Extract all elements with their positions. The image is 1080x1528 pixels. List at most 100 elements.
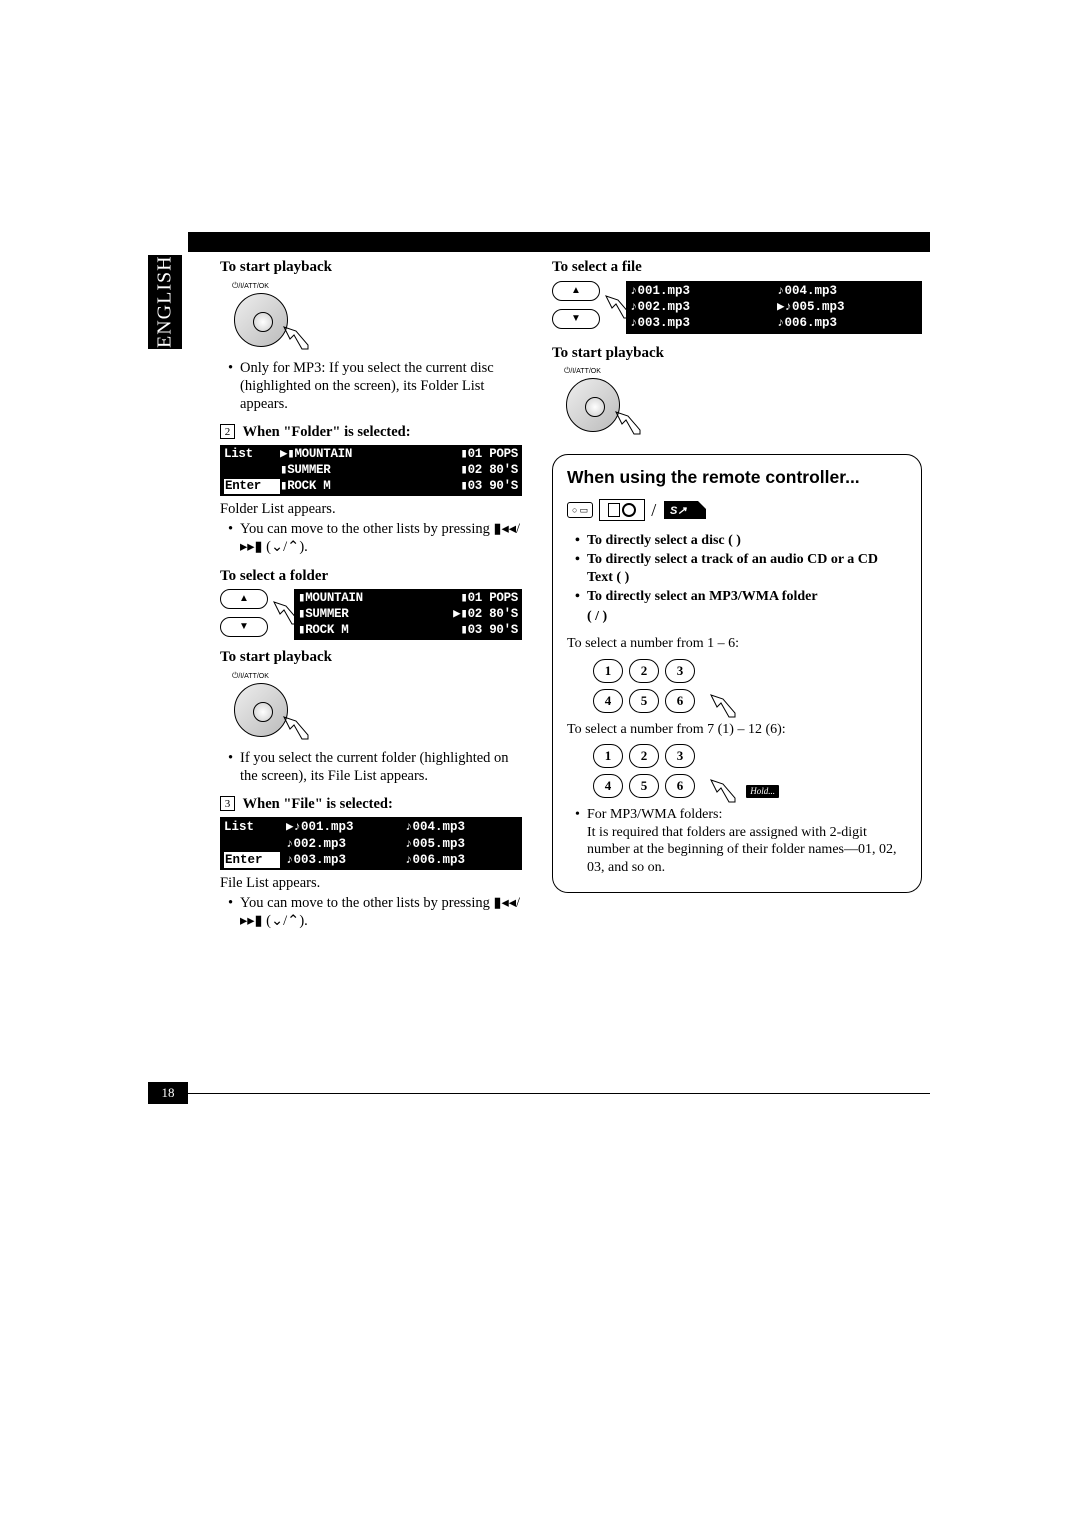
step-number-3: 3 (220, 796, 235, 811)
step2-heading-row: 2 When "Folder" is selected: (220, 423, 522, 441)
down-button-icon: ▼ (220, 617, 268, 637)
heading-start-playback-2: To start playback (220, 648, 522, 667)
select-1-6-label: To select a number from 1 – 6: (567, 635, 907, 653)
heading-select-file: To select a file (552, 258, 922, 277)
select-7-12-label: To select a number from 7 (1) – 12 (6): (567, 721, 907, 739)
current-folder-note: If you select the current folder (highli… (220, 749, 522, 785)
lcd-text: ▮SUMMER (298, 607, 453, 623)
key-1: 1 (593, 659, 623, 683)
text: To directly select a disc ( ) (587, 533, 741, 548)
down-button-icon: ▼ (552, 309, 600, 329)
lcd-text (224, 836, 280, 852)
folder-list-lcd: List▶▮MOUNTAIN▮01 POPS ▮SUMMER▮02 80'S E… (220, 445, 522, 496)
key-6: 6 (665, 774, 695, 798)
remote-header-icons: ○ ▭ / S↗ (567, 499, 907, 522)
lcd-text: ▮ROCK M (280, 479, 460, 495)
select-file-row: ▲ ▼ ♪001.mp3♪004.mp3 ♪002.mp3▶♪005.mp3 ♪… (552, 281, 922, 334)
key-2: 2 (629, 659, 659, 683)
lcd-text: ▮01 POPS (460, 591, 518, 607)
key-4: 4 (593, 774, 623, 798)
key-4: 4 (593, 689, 623, 713)
heading-select-folder: To select a folder (220, 567, 522, 586)
footer-rule (188, 1093, 930, 1094)
remote-controller-box: When using the remote controller... ○ ▭ … (552, 454, 922, 893)
hand-icon (280, 325, 310, 351)
lcd-text: ♪003.mp3 (630, 315, 771, 331)
lcd-text: ♪004.mp3 (405, 819, 518, 835)
step3-title: When "File" is selected: (243, 796, 393, 812)
up-down-buttons: ▲ ▼ (220, 589, 286, 640)
hand-icon (280, 715, 310, 741)
left-column: To start playback ⏻/I/ATT/OK Only for MP… (220, 258, 522, 932)
remote-button-icon: ○ ▭ (567, 502, 593, 518)
lcd-text: ▮03 90'S (460, 623, 518, 639)
text: For MP3/WMA folders: (587, 807, 722, 822)
up-down-buttons: ▲ ▼ (552, 281, 618, 334)
lcd-text: ♪002.mp3 (630, 299, 771, 315)
keypad-7-12: 1 2 3 4 5 6 Hold... (593, 744, 733, 798)
file-select-lcd: ♪001.mp3♪004.mp3 ♪002.mp3▶♪005.mp3 ♪003.… (626, 281, 922, 334)
lcd-text: ▮SUMMER (280, 463, 460, 479)
lcd-text: ▮01 POPS (460, 447, 518, 463)
hand-icon (602, 294, 632, 320)
lcd-text: ▮03 90'S (460, 479, 518, 495)
key-2: 2 (629, 744, 659, 768)
file-list-lcd: List▶♪001.mp3♪004.mp3 ♪002.mp3♪005.mp3 E… (220, 817, 522, 870)
language-tab: ENGLISH (148, 255, 182, 349)
key-1: 1 (593, 744, 623, 768)
heading-start-playback-1: To start playback (220, 258, 522, 277)
key-5: 5 (629, 689, 659, 713)
sd-card-icon: S↗ (662, 499, 708, 521)
mp3-folders-note: For MP3/WMA folders: It is required that… (567, 806, 907, 876)
key-3: 3 (665, 659, 695, 683)
folder-caption: Folder List appears. (220, 500, 522, 518)
step-number-2: 2 (220, 424, 235, 439)
lcd-text: ▮ROCK M (298, 623, 460, 639)
lcd-text: ▮MOUNTAIN (298, 591, 460, 607)
volume-knob-graphic-2: ⏻/I/ATT/OK (232, 671, 316, 741)
right-column: To select a file ▲ ▼ ♪001.mp3♪004.mp3 ♪0… (552, 258, 922, 932)
step3-heading-row: 3 When "File" is selected: (220, 795, 522, 813)
key-3: 3 (665, 744, 695, 768)
lcd-text: ♪001.mp3 (630, 283, 771, 299)
lcd-text (224, 463, 280, 479)
move-lists-note-2: You can move to the other lists by press… (220, 894, 522, 930)
volume-knob-graphic-1: ⏻/I/ATT/OK (232, 281, 316, 351)
lcd-text: Enter (224, 479, 280, 495)
page-content: To start playback ⏻/I/ATT/OK Only for MP… (220, 258, 930, 932)
lcd-text: ▶▮MOUNTAIN (280, 447, 460, 463)
hand-icon (270, 600, 300, 626)
cd-changer-icon (599, 499, 645, 521)
up-button-icon: ▲ (552, 281, 600, 301)
hand-icon (707, 693, 737, 719)
page-number: 18 (148, 1082, 188, 1104)
folder-select-lcd: ▮MOUNTAIN▮01 POPS ▮SUMMER▶▮02 80'S ▮ROCK… (294, 589, 522, 640)
header-black-bar (188, 232, 930, 252)
text: It is required that folders are assigned… (587, 825, 896, 875)
hold-label: Hold... (746, 785, 779, 798)
lcd-text: ▶♪005.mp3 (777, 299, 918, 315)
knob-label: ⏻/I/ATT/OK (232, 281, 316, 292)
move-lists-note-1: You can move to the other lists by press… (220, 520, 522, 556)
direct-track-line: To directly select a track of an audio C… (567, 551, 907, 586)
keypad-1-6: 1 2 3 4 5 6 (593, 659, 733, 713)
key-6: 6 (665, 689, 695, 713)
heading-start-playback-right: To start playback (552, 344, 922, 363)
lcd-text: ♪003.mp3 (286, 852, 399, 868)
svg-text:S↗: S↗ (670, 505, 687, 517)
lcd-text: ♪002.mp3 (286, 836, 399, 852)
file-caption: File List appears. (220, 874, 522, 892)
text: To directly select a track of an audio C… (587, 552, 878, 585)
knob-label: ⏻/I/ATT/OK (232, 671, 316, 682)
key-5: 5 (629, 774, 659, 798)
lcd-text: ♪006.mp3 (405, 852, 518, 868)
mp3-note: Only for MP3: If you select the current … (220, 359, 522, 413)
step2-title: When "Folder" is selected: (243, 424, 411, 440)
up-button-icon: ▲ (220, 589, 268, 609)
knob-label: ⏻/I/ATT/OK (564, 366, 648, 377)
lcd-text: Enter (224, 852, 280, 868)
lcd-text: ♪006.mp3 (777, 315, 918, 331)
select-folder-row: ▲ ▼ ▮MOUNTAIN▮01 POPS ▮SUMMER▶▮02 80'S ▮… (220, 589, 522, 640)
text: To directly select an MP3/WMA folder (587, 589, 818, 604)
lcd-text: List (224, 447, 280, 463)
